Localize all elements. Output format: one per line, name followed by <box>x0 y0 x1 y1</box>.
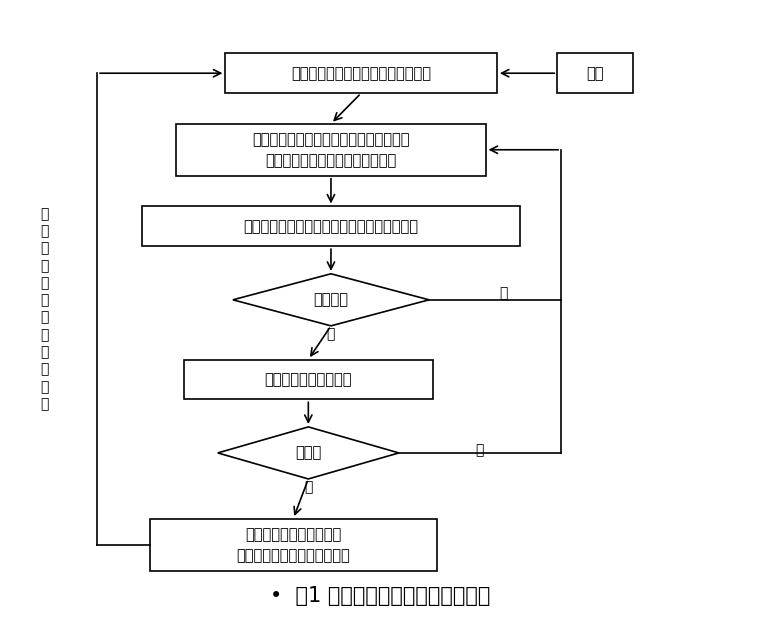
Text: 进
入
下
一
单
元
（
工
序
）
工
程: 进 入 下 一 单 元 （ 工 序 ） 工 程 <box>40 207 49 411</box>
Text: 监理单位审核自检资料是否真实、可靠、完整: 监理单位审核自检资料是否真实、可靠、完整 <box>243 219 419 234</box>
Text: 合格否: 合格否 <box>295 446 321 460</box>
Text: 否: 否 <box>475 443 483 457</box>
Text: 审核结果: 审核结果 <box>313 292 349 307</box>
Text: 施工单位进行自检，作好施工记录，填报
单元（工序）工程施工质量评定表: 施工单位进行自检，作好施工记录，填报 单元（工序）工程施工质量评定表 <box>252 132 410 167</box>
Text: 是: 是 <box>304 480 312 494</box>
Text: 处理: 处理 <box>586 66 603 81</box>
Bar <box>184 360 432 399</box>
Text: 监理单位现场抽样检验: 监理单位现场抽样检验 <box>264 372 352 387</box>
Bar <box>225 53 497 93</box>
Text: 监理单位审核、签认单元
（工序）工程施工质量评定表: 监理单位审核、签认单元 （工序）工程施工质量评定表 <box>236 527 350 563</box>
Text: 否: 否 <box>499 287 508 301</box>
Bar <box>150 519 436 571</box>
Text: 单元（工序）工程施工（处理）完毕: 单元（工序）工程施工（处理）完毕 <box>291 66 431 81</box>
Bar <box>142 206 520 246</box>
Text: •  图1 单元工程质量检验工作程序图: • 图1 单元工程质量检验工作程序图 <box>270 586 490 606</box>
Bar <box>557 53 633 93</box>
Text: 是: 是 <box>327 328 335 341</box>
Bar <box>176 124 486 176</box>
